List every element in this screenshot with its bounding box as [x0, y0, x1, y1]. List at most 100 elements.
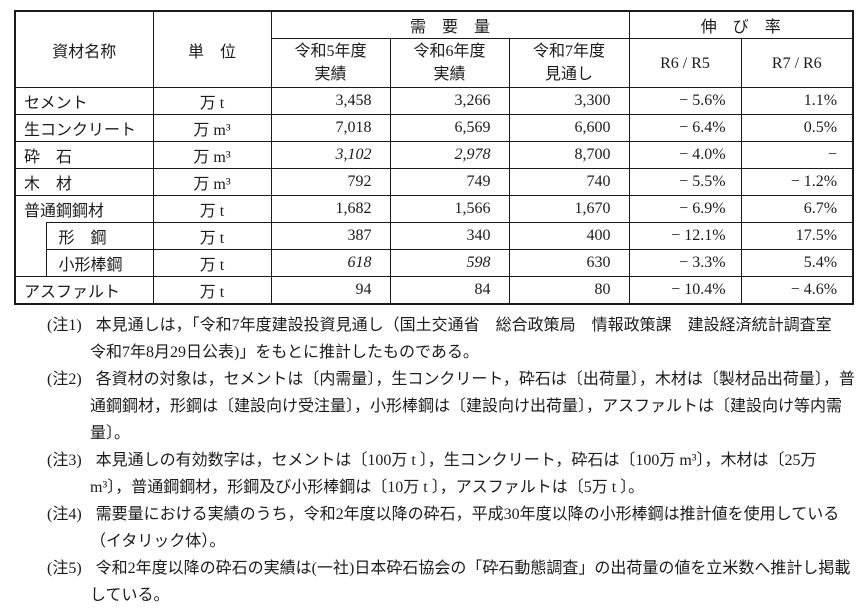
cell-unit: 万 m³	[152, 168, 272, 196]
note-label: (注1)	[47, 317, 82, 334]
header-fy-r7-kind: 見通し	[545, 66, 594, 83]
header-fy-r7: 令和7年度 見通し	[508, 38, 630, 88]
cell-growth-r6r5: − 10.4%	[628, 276, 742, 305]
cell-material-name: 木 材	[14, 168, 154, 196]
note-2: (注2) 各資材の対象は，セメントは〔内需量〕，生コンクリート，砕石は〔出荷量〕，…	[47, 366, 859, 447]
table-row-ordinary-steel: 普通鋼鋼材 万 t 1,682 1,566 1,670 − 6.9% 6.7%	[14, 195, 854, 223]
table-row-shaped-steel: 形 鋼 万 t 387 340 400 − 12.1% 17.5%	[14, 222, 854, 250]
cell-r5-actual: 1,682	[270, 195, 391, 223]
cell-growth-r6r5: − 6.9%	[628, 195, 742, 223]
table-row-cement: セメント 万 t 3,458 3,266 3,300 − 5.6% 1.1%	[14, 87, 854, 115]
cell-growth-r6r5: − 4.0%	[628, 141, 742, 169]
note-body: 各資材の対象は，セメントは〔内需量〕，生コンクリート，砕石は〔出荷量〕，木材は〔…	[90, 371, 855, 442]
cell-r5-actual: 7,018	[270, 114, 391, 142]
table-row-small-bar-steel: 小形棒鋼 万 t 618 598 630 − 3.3% 5.4%	[14, 249, 854, 277]
header-growth-group: 伸 び 率	[628, 10, 854, 39]
cell-growth-r7r6: 17.5%	[740, 222, 854, 250]
cell-unit: 万 t	[152, 249, 272, 277]
cell-r7-forecast: 740	[508, 168, 630, 196]
cell-r5-actual: 792	[270, 168, 391, 196]
cell-material-name: 生コンクリート	[14, 114, 154, 142]
cell-growth-r7r6: 6.7%	[740, 195, 854, 223]
cell-r5-actual: 94	[270, 276, 391, 305]
cell-r5-actual: 3,458	[270, 87, 391, 115]
cell-r6-actual-estimated: 2,978	[389, 141, 510, 169]
cell-r6-actual: 3,266	[389, 87, 510, 115]
note-label: (注5)	[47, 560, 82, 577]
cell-r5-actual-estimated: 618	[270, 249, 391, 277]
cell-unit: 万 t	[152, 87, 272, 115]
cell-indent-spacer	[14, 222, 47, 250]
cell-r5-actual: 387	[270, 222, 391, 250]
table-row-asphalt: アスファルト 万 t 94 84 80 − 10.4% − 4.6%	[14, 276, 854, 305]
table-row-ready-mixed-concrete: 生コンクリート 万 m³ 7,018 6,569 6,600 − 6.4% 0.…	[14, 114, 854, 142]
cell-r7-forecast: 630	[508, 249, 630, 277]
header-demand-group: 需 要 量	[270, 10, 630, 39]
cell-r7-forecast: 400	[508, 222, 630, 250]
materials-demand-table: 資材名称 単 位 需 要 量 伸 び 率 令和5年度 実績 令和6年度 実績 令…	[14, 10, 855, 305]
note-label: (注2)	[47, 371, 82, 388]
cell-r6-actual: 340	[389, 222, 510, 250]
cell-growth-r7r6: 0.5%	[740, 114, 854, 142]
note-1: (注1) 本見通しは，「令和7年度建設投資見通し（国土交通省 総合政策局 情報政策…	[47, 312, 859, 366]
cell-r7-forecast: 80	[508, 276, 630, 305]
note-body: 本見通しの有効数字は，セメントは〔100万 t 〕，生コンクリート，砕石は〔10…	[90, 452, 817, 496]
cell-material-name: 普通鋼鋼材	[14, 195, 104, 223]
cell-unit: 万 t	[152, 222, 272, 250]
cell-material-name: アスファルト	[14, 276, 154, 305]
header-ratio-r6-r5: R6 / R5	[628, 38, 742, 88]
cell-growth-r6r5: − 5.6%	[628, 87, 742, 115]
cell-growth-r7r6: −	[740, 141, 854, 169]
cell-r5-actual-estimated: 3,102	[270, 141, 391, 169]
cell-material-name: 砕 石	[14, 141, 154, 169]
cell-r6-actual-estimated: 598	[389, 249, 510, 277]
note-label: (注3)	[47, 452, 82, 469]
note-3: (注3) 本見通しの有効数字は，セメントは〔100万 t 〕，生コンクリート，砕石…	[47, 447, 859, 501]
header-unit: 単 位	[152, 10, 272, 88]
cell-growth-r7r6: 5.4%	[740, 249, 854, 277]
cell-indent-spacer	[14, 249, 47, 277]
cell-material-name: 形 鋼	[45, 222, 154, 250]
header-fy-r5: 令和5年度 実績	[270, 38, 391, 88]
cell-r6-actual: 84	[389, 276, 510, 305]
cell-unit: 万 t	[152, 276, 272, 305]
cell-growth-r7r6: 1.1%	[740, 87, 854, 115]
cell-unit: 万 t	[152, 195, 272, 223]
cell-r6-actual: 749	[389, 168, 510, 196]
header-material: 資材名称	[14, 10, 154, 88]
cell-growth-r7r6: − 1.2%	[740, 168, 854, 196]
cell-material-name-filler	[46, 195, 154, 223]
table-row-lumber: 木 材 万 m³ 792 749 740 − 5.5% − 1.2%	[14, 168, 854, 196]
cell-r7-forecast: 3,300	[508, 87, 630, 115]
cell-material-name: セメント	[14, 87, 154, 115]
note-body: 需要量における実績のうち，令和2年度以降の砕石，平成30年度以降の小形棒鋼は推計…	[90, 506, 840, 550]
cell-material-name: 小形棒鋼	[45, 249, 154, 277]
material-label: 普通鋼鋼材	[24, 203, 105, 221]
cell-r6-actual: 1,566	[389, 195, 510, 223]
note-5: (注5) 令和2年度以降の砕石の実績は(一社)日本砕石協会の「砕石動態調査」の出荷…	[47, 555, 859, 609]
header-ratio-r7-r6: R7 / R6	[740, 38, 854, 88]
cell-growth-r7r6: − 4.6%	[740, 276, 854, 305]
table-row-crushed-stone: 砕 石 万 m³ 3,102 2,978 8,700 − 4.0% −	[14, 141, 854, 169]
header-row-groups: 資材名称 単 位 需 要 量 伸 び 率	[14, 10, 854, 88]
header-fy-r5-kind: 実績	[314, 66, 347, 83]
header-fy-r7-year: 令和7年度	[533, 43, 606, 60]
cell-r7-forecast: 8,700	[508, 141, 630, 169]
cell-unit: 万 m³	[152, 114, 272, 142]
cell-r7-forecast: 1,670	[508, 195, 630, 223]
header-fy-r6-year: 令和6年度	[413, 43, 486, 60]
cell-growth-r6r5: − 12.1%	[628, 222, 742, 250]
footnotes: (注1) 本見通しは，「令和7年度建設投資見通し（国土交通省 総合政策局 情報政策…	[14, 312, 859, 609]
note-label: (注4)	[47, 506, 82, 523]
cell-growth-r6r5: − 5.5%	[628, 168, 742, 196]
cell-growth-r6r5: − 3.3%	[628, 249, 742, 277]
cell-r6-actual: 6,569	[389, 114, 510, 142]
header-row-years: 令和5年度 実績 令和6年度 実績 令和7年度 見通し R6 / R5 R7 /…	[15, 38, 854, 88]
note-4: (注4) 需要量における実績のうち，令和2年度以降の砕石，平成30年度以降の小形棒…	[47, 501, 859, 555]
cell-unit: 万 m³	[152, 141, 272, 169]
note-body: 本見通しは，「令和7年度建設投資見通し（国土交通省 総合政策局 情報政策課 建設…	[90, 317, 848, 361]
note-body: 令和2年度以降の砕石の実績は(一社)日本砕石協会の「砕石動態調査」の出荷量の値を…	[90, 560, 851, 604]
cell-growth-r6r5: − 6.4%	[628, 114, 742, 142]
header-fy-r6-kind: 実績	[433, 66, 466, 83]
